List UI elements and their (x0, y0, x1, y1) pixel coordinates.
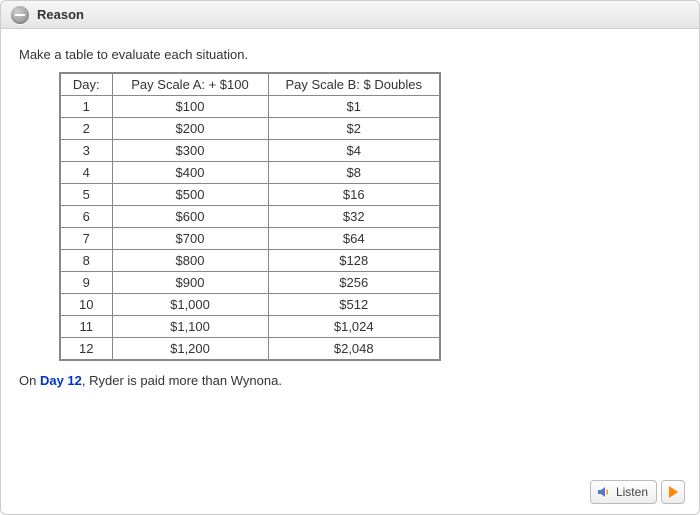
speaker-icon (597, 485, 611, 499)
cell-scale-a: $300 (112, 140, 268, 162)
cell-day: 2 (60, 118, 112, 140)
cell-scale-b: $2 (268, 118, 440, 140)
cell-scale-b: $32 (268, 206, 440, 228)
panel-header: Reason (1, 1, 699, 29)
table-row: 10$1,000$512 (60, 294, 440, 316)
cell-day: 11 (60, 316, 112, 338)
cell-scale-a: $700 (112, 228, 268, 250)
cell-scale-b: $128 (268, 250, 440, 272)
panel-content: Make a table to evaluate each situation.… (1, 29, 699, 388)
cell-day: 7 (60, 228, 112, 250)
table-header-row: Day: Pay Scale A: + $100 Pay Scale B: $ … (60, 73, 440, 96)
cell-day: 6 (60, 206, 112, 228)
table-row: 1$100$1 (60, 96, 440, 118)
col-header-day: Day: (60, 73, 112, 96)
play-button[interactable] (661, 480, 685, 504)
play-icon (669, 486, 678, 498)
conclusion-text: On Day 12, Ryder is paid more than Wynon… (19, 373, 681, 388)
col-header-scale-b: Pay Scale B: $ Doubles (268, 73, 440, 96)
cell-scale-b: $8 (268, 162, 440, 184)
table-row: 4$400$8 (60, 162, 440, 184)
cell-scale-a: $600 (112, 206, 268, 228)
listen-label: Listen (616, 485, 648, 499)
cell-day: 9 (60, 272, 112, 294)
listen-controls: Listen (590, 480, 685, 504)
pay-scale-table: Day: Pay Scale A: + $100 Pay Scale B: $ … (59, 72, 441, 361)
cell-scale-b: $4 (268, 140, 440, 162)
collapse-icon[interactable] (11, 6, 29, 24)
table-row: 7$700$64 (60, 228, 440, 250)
cell-scale-b: $1,024 (268, 316, 440, 338)
cell-scale-b: $1 (268, 96, 440, 118)
cell-scale-a: $900 (112, 272, 268, 294)
table-row: 9$900$256 (60, 272, 440, 294)
instruction-text: Make a table to evaluate each situation. (19, 47, 681, 62)
cell-scale-b: $2,048 (268, 338, 440, 361)
cell-day: 10 (60, 294, 112, 316)
table-row: 5$500$16 (60, 184, 440, 206)
cell-scale-a: $800 (112, 250, 268, 272)
table-row-highlight: 12$1,200$2,048 (60, 338, 440, 361)
cell-day: 8 (60, 250, 112, 272)
cell-scale-b: $512 (268, 294, 440, 316)
cell-day: 5 (60, 184, 112, 206)
conclusion-prefix: On (19, 373, 40, 388)
panel-title: Reason (37, 7, 84, 22)
cell-scale-a: $1,100 (112, 316, 268, 338)
table-row: 3$300$4 (60, 140, 440, 162)
cell-scale-a: $400 (112, 162, 268, 184)
cell-scale-b: $256 (268, 272, 440, 294)
conclusion-emphasis: Day 12 (40, 373, 82, 388)
table-row: 11$1,100$1,024 (60, 316, 440, 338)
reason-panel: Reason Make a table to evaluate each sit… (0, 0, 700, 515)
cell-day: 4 (60, 162, 112, 184)
conclusion-suffix: , Ryder is paid more than Wynona. (82, 373, 282, 388)
cell-day: 1 (60, 96, 112, 118)
table-row: 8$800$128 (60, 250, 440, 272)
table-row: 2$200$2 (60, 118, 440, 140)
cell-scale-a: $500 (112, 184, 268, 206)
cell-scale-a: $200 (112, 118, 268, 140)
cell-day: 12 (60, 338, 112, 361)
cell-scale-b: $64 (268, 228, 440, 250)
cell-scale-a: $100 (112, 96, 268, 118)
table-wrapper: Day: Pay Scale A: + $100 Pay Scale B: $ … (19, 72, 681, 361)
cell-scale-b: $16 (268, 184, 440, 206)
cell-scale-a: $1,000 (112, 294, 268, 316)
col-header-scale-a: Pay Scale A: + $100 (112, 73, 268, 96)
cell-day: 3 (60, 140, 112, 162)
listen-button[interactable]: Listen (590, 480, 657, 504)
table-row: 6$600$32 (60, 206, 440, 228)
table-body: 1$100$1 2$200$2 3$300$4 4$400$8 5$500$16… (60, 96, 440, 361)
cell-scale-a: $1,200 (112, 338, 268, 361)
